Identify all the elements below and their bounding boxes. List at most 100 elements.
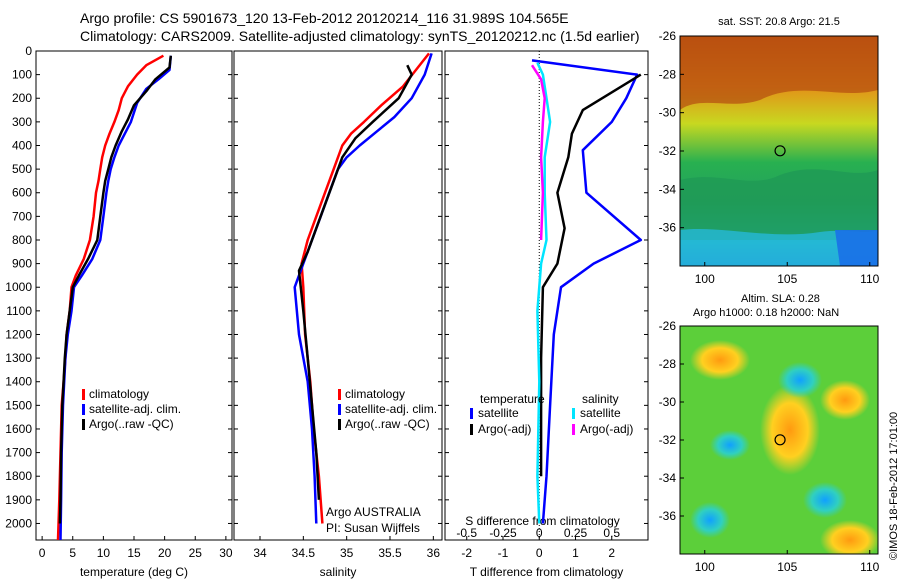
y-tick-label: 600 (12, 186, 32, 200)
legend-label: Argo(..raw -QC) (345, 417, 430, 431)
x-tick-label: 34.5 (292, 546, 316, 560)
x-tick-label: -2 (461, 546, 472, 560)
argo-location-marker (774, 434, 786, 446)
sla-low-anomaly (710, 430, 750, 460)
sst-mid-region (680, 169, 878, 240)
legend-label: Argo(-adj) (478, 422, 531, 436)
x-tick-label: 20 (158, 546, 172, 560)
y-tick-label: -26 (659, 319, 677, 333)
argo-location-marker (774, 145, 786, 157)
y-tick-label: 0 (25, 44, 32, 58)
x2-tick-label: 0.25 (564, 526, 588, 540)
y-tick-label: -30 (659, 395, 677, 409)
x-tick-label: 2 (608, 546, 615, 560)
series-line (58, 55, 173, 524)
y-tick-label: 1200 (5, 327, 32, 341)
legend-label: satellite-adj. clim. (89, 402, 181, 416)
temperature-panel: 0100200300400500600700800900100011001200… (5, 44, 233, 579)
sla-high-anomaly (820, 380, 870, 420)
legend-label: satellite-adj. clim. (345, 402, 437, 416)
legend-swatch (338, 389, 341, 400)
header-line-2: Climatology: CARS2009. Satellite-adjuste… (80, 28, 640, 44)
legend-label: climatology (345, 387, 405, 401)
annotation-text: Argo AUSTRALIA (326, 505, 421, 519)
y-tick-label: -36 (659, 221, 677, 235)
legend-group-label: temperature (480, 392, 545, 406)
sla-low-anomaly (778, 362, 822, 398)
y-tick-label: 1900 (5, 493, 32, 507)
plot-frame (35, 50, 233, 541)
x2-tick-label: -0.25 (489, 526, 517, 540)
y-tick-label: -26 (659, 29, 677, 43)
series-line (530, 64, 546, 241)
sla-high-anomaly (760, 385, 820, 475)
header-line-1: Argo profile: CS 5901673_120 13-Feb-2012… (80, 10, 569, 26)
x-axis-label: temperature (deg C) (80, 565, 188, 579)
x-tick-label: 110 (860, 560, 879, 574)
sla-low-anomaly (690, 502, 730, 538)
x-tick-label: 15 (127, 546, 141, 560)
x-tick-label: 36 (427, 546, 441, 560)
x-tick-label: 30 (219, 546, 233, 560)
y-tick-label: -28 (659, 67, 677, 81)
sst-warm-region (680, 36, 878, 110)
y-tick-label: 100 (12, 68, 32, 82)
x-axis-label: salinity (320, 565, 357, 579)
sst-map: -26 -28 -30 -32 -34 -36 100 105 110 sat. SST: 20.… (659, 16, 880, 286)
sla-high-anomaly (690, 340, 750, 380)
legend-label: satellite (580, 406, 621, 420)
y-tick-label: 400 (12, 138, 32, 152)
y-tick-label: -36 (659, 509, 677, 523)
y-tick-label: -32 (659, 144, 677, 158)
y-tick-label: -34 (659, 471, 677, 485)
y-tick-label: 300 (12, 115, 32, 129)
legend-swatch (338, 404, 341, 415)
legend-label: climatology (89, 387, 149, 401)
y-tick-label: 1600 (5, 422, 32, 436)
y-tick-label: 1700 (5, 446, 32, 460)
x-tick-label: 35 (340, 546, 354, 560)
map-subtitle: Argo h1000: 0.18 h2000: NaN (693, 307, 839, 319)
map-title: Altim. SLA: 0.28 (741, 293, 820, 305)
y-tick-label: 200 (12, 91, 32, 105)
map-title: sat. SST: 20.8 Argo: 21.5 (718, 16, 840, 28)
y-tick-label: 700 (12, 209, 32, 223)
x-tick-label: 110 (860, 272, 879, 286)
salinity-panel: 34 34.5 35 35.5 36 salinity climatologysatelli… (233, 50, 443, 579)
series-line (539, 73, 642, 477)
legend-swatch (572, 408, 575, 419)
annotation-text: PI: Susan Wijffels (326, 521, 420, 535)
x-tick-label: 1 (572, 546, 579, 560)
legend-swatch (470, 424, 473, 435)
legend-label: satellite (478, 406, 519, 420)
y-tick-label: -28 (659, 357, 677, 371)
series-line (536, 62, 552, 524)
sst-cool-region (680, 228, 878, 266)
legend-swatch (338, 419, 341, 430)
sla-map: -26 -28 -30 -32 -34 -36 100 105 110 Altim. SLA: 0… (659, 293, 880, 574)
x-tick-label: 100 (695, 272, 715, 286)
x-axis-label: T difference from climatology (470, 565, 624, 579)
legend-swatch (470, 408, 473, 419)
x2-tick-label: 0.5 (603, 526, 620, 540)
y-tick-label: 1000 (5, 280, 32, 294)
x-tick-label: 25 (189, 546, 203, 560)
y-tick-label: -32 (659, 433, 677, 447)
x-tick-label: 0 (536, 546, 543, 560)
x-tick-label: 34 (253, 546, 267, 560)
x-tick-label: -1 (498, 546, 509, 560)
y-tick-label: 900 (12, 257, 32, 271)
x2-tick-label: 0 (536, 526, 543, 540)
x2-tick-label: -0.5 (456, 526, 477, 540)
x-tick-label: 105 (777, 272, 797, 286)
legend-label: Argo(..raw -QC) (89, 417, 174, 431)
y-tick-label: 1300 (5, 351, 32, 365)
x-tick-label: 105 (777, 560, 797, 574)
y-tick-label: 800 (12, 233, 32, 247)
x-tick-label: 0 (39, 546, 46, 560)
series-line (531, 59, 643, 524)
y-tick-label: -34 (659, 182, 677, 196)
legend-group-label: salinity (582, 392, 619, 406)
sla-low-anomaly (803, 482, 847, 518)
